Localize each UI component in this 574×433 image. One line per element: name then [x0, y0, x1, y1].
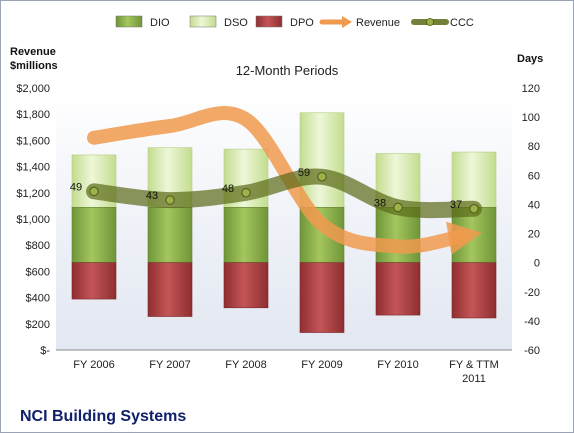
x-category-label: FY 2010 [377, 359, 418, 371]
ccc-line [86, 168, 482, 219]
x-category-label: FY 2007 [149, 359, 190, 371]
right-tick-label: 100 [522, 112, 540, 124]
legend: DIO DSO DPO Revenue CCC [115, 15, 474, 29]
left-tick-label: $800 [26, 240, 50, 252]
right-axis-ticks: -60 -40 -20 0 20 40 60 80 100 120 [522, 83, 540, 357]
lines: 49 43 48 59 38 37 [70, 106, 482, 255]
left-tick-label: $1,400 [16, 162, 50, 174]
bar-dio [71, 207, 117, 263]
ccc-point [241, 188, 251, 198]
right-tick-label: -60 [524, 345, 540, 357]
left-tick-label: $- [40, 345, 50, 357]
x-category-label: FY 2009 [301, 359, 342, 371]
ccc-data-label: 38 [374, 197, 386, 209]
left-tick-label: $200 [26, 319, 50, 331]
left-tick-label: $1,000 [16, 214, 50, 226]
legend-label: DIO [150, 17, 170, 29]
legend-label: CCC [450, 17, 474, 29]
legend-label: DSO [224, 17, 248, 29]
right-tick-label: 40 [528, 199, 540, 211]
ccc-point [393, 202, 403, 213]
bar-dpo [71, 262, 117, 300]
right-axis-label: Days [517, 53, 543, 65]
right-tick-label: -40 [524, 316, 540, 328]
legend-swatch-marker [426, 18, 434, 26]
ccc-point [89, 186, 99, 197]
right-tick-label: 120 [522, 83, 540, 95]
bar-dpo [147, 262, 193, 317]
chart-subtitle: 12-Month Periods [236, 63, 339, 78]
x-category-label: FY 2006 [73, 359, 114, 371]
bar-dpo [375, 262, 421, 316]
bars [71, 112, 497, 333]
legend-swatch-arrow [342, 16, 352, 28]
bar-dpo [451, 262, 497, 319]
ccc-point [165, 195, 175, 205]
legend-swatch [115, 15, 143, 28]
right-tick-label: 80 [528, 141, 540, 153]
left-tick-label: $400 [26, 293, 50, 305]
legend-swatch [189, 15, 217, 28]
bar-dpo [223, 262, 269, 309]
bar-dpo [299, 262, 345, 333]
ccc-point [317, 172, 327, 182]
ccc-data-label: 48 [222, 183, 234, 195]
revenue-line [87, 106, 482, 255]
x-category-label: 2011 [462, 373, 486, 385]
left-axis-label-line-1: Revenue [10, 46, 56, 58]
bar-dio [223, 207, 269, 263]
ccc-data-label: 49 [70, 181, 82, 193]
right-tick-label: 0 [534, 258, 540, 270]
bar-dio [147, 207, 193, 263]
bar-dso [299, 112, 345, 208]
legend-label: DPO [290, 17, 314, 29]
ccc-data-label: 59 [298, 167, 310, 179]
company-name: NCI Building Systems [20, 408, 186, 425]
left-tick-label: $2,000 [16, 83, 50, 95]
left-tick-label: $1,200 [16, 188, 50, 200]
ccc-data-label: 37 [450, 199, 462, 211]
x-category-label: FY & TTM [449, 359, 499, 371]
left-axis-ticks: $- $200 $400 $600 $800 $1,000 $1,200 $1,400 $1,6… [16, 83, 50, 357]
x-category-label: FY 2008 [225, 359, 266, 371]
x-axis-labels: FY 2006 FY 2007 FY 2008 FY 2009 FY 2010 FY & … [73, 359, 499, 385]
left-tick-label: $1,800 [16, 109, 50, 121]
left-axis-label-line-2: $millions [10, 60, 58, 72]
legend-label: Revenue [356, 17, 400, 29]
legend-swatch [255, 15, 283, 28]
right-tick-label: 60 [528, 170, 540, 182]
left-tick-label: $1,600 [16, 135, 50, 147]
ccc-point [469, 204, 479, 214]
right-tick-label: 20 [528, 229, 540, 241]
ccc-data-label: 43 [146, 190, 158, 202]
left-tick-label: $600 [26, 266, 50, 278]
right-tick-label: -20 [524, 287, 540, 299]
